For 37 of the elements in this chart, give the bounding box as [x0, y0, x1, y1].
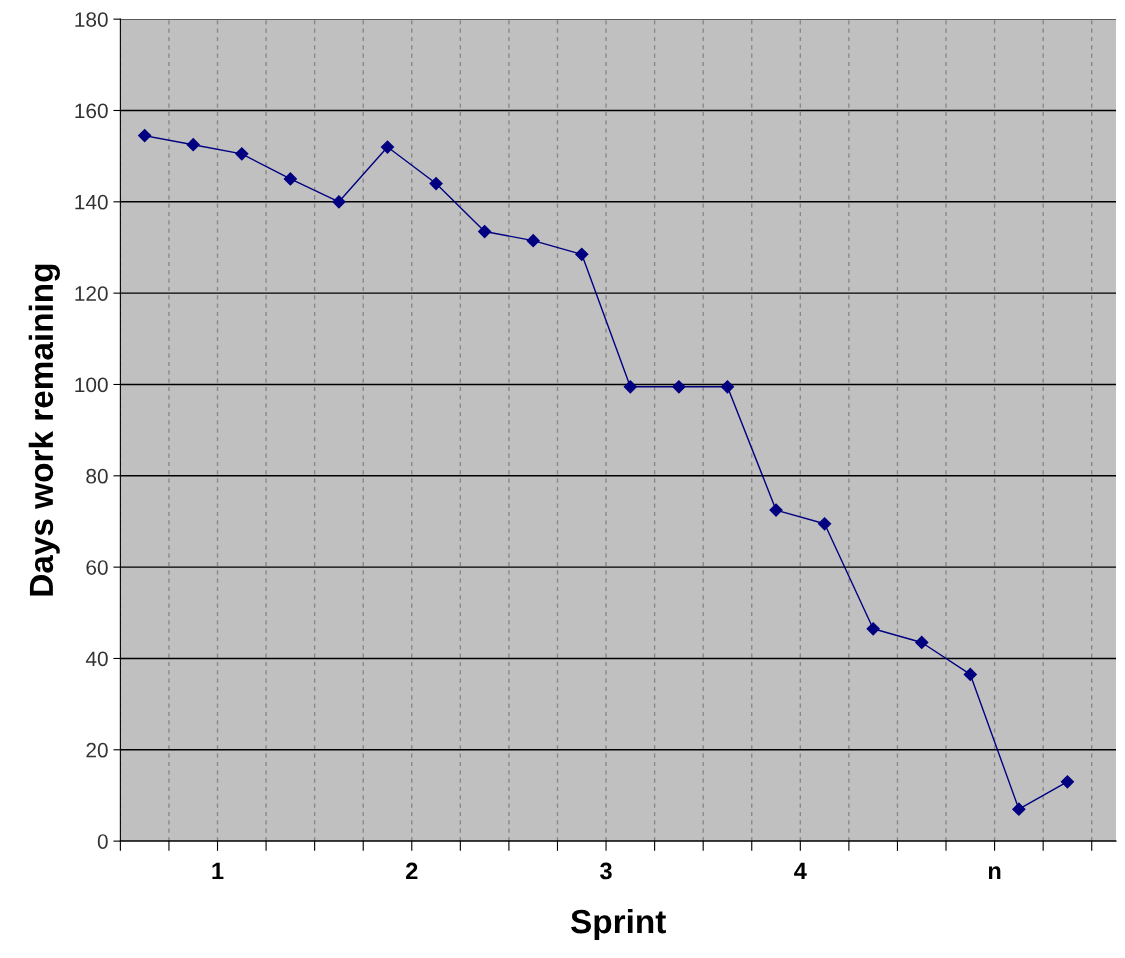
point [672, 380, 686, 394]
y-tick-label: 100 [75, 377, 108, 393]
x-tick-label: n [988, 866, 1001, 880]
point [915, 635, 929, 650]
y-tick-label: 20 [86, 742, 108, 758]
y-tick-label: 120 [75, 286, 108, 301]
point [429, 176, 443, 191]
y-tick-label: 160 [75, 103, 108, 119]
y-tick-label: 80 [86, 468, 108, 484]
point [575, 247, 589, 261]
point [380, 140, 395, 154]
y-tick-label: 0 [97, 834, 108, 849]
point [818, 517, 832, 531]
x-tick-label: 4 [794, 862, 807, 880]
point [283, 172, 297, 186]
y-tick-label: 140 [75, 194, 108, 210]
x-tick-label: 2 [406, 862, 418, 880]
y-tick-label: 180 [75, 12, 108, 27]
y-tick-label: 40 [85, 651, 108, 667]
point [332, 195, 346, 209]
y-tick-label: 60 [86, 560, 108, 575]
point [720, 380, 735, 394]
point [866, 622, 880, 636]
point [769, 503, 783, 517]
y-axis-title: Days work remaining [28, 264, 60, 596]
point [1060, 775, 1075, 789]
point [963, 667, 977, 682]
x-tick-label: 3 [600, 862, 612, 880]
point [623, 380, 637, 394]
point [138, 129, 152, 143]
point [235, 147, 249, 161]
x-tick-label: 1 [212, 862, 224, 880]
point [526, 234, 540, 248]
point [1012, 802, 1026, 816]
point [186, 138, 200, 152]
point [478, 224, 492, 239]
x-axis-title: Sprint [571, 908, 666, 941]
